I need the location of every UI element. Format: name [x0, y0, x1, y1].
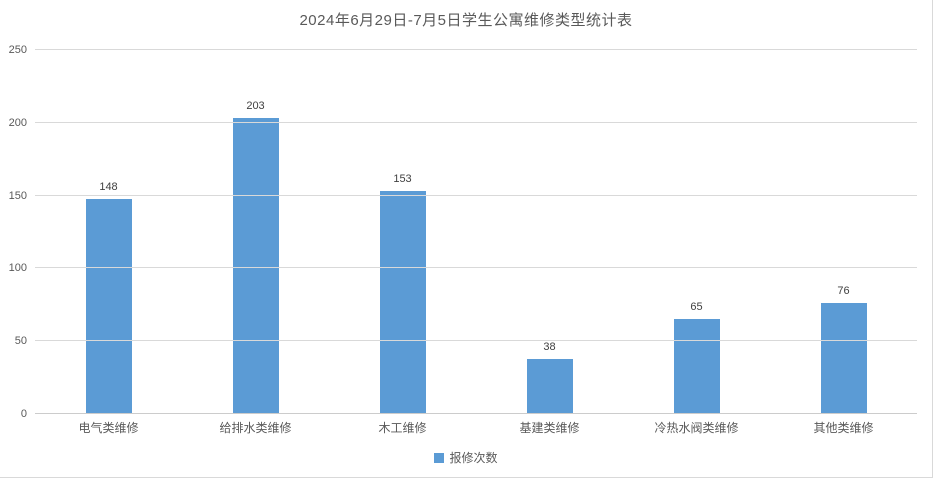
bar-给排水类维修[interactable]: 203: [232, 100, 279, 414]
bar-基建类维修[interactable]: 38: [526, 341, 573, 414]
bars-row: 148 203 153 38 65 76: [35, 50, 917, 414]
chart-title: 2024年6月29日-7月5日学生公寓维修类型统计表: [299, 12, 633, 29]
legend[interactable]: 报修次数: [0, 449, 932, 466]
x-tick-label: 木工维修: [378, 421, 427, 435]
bar-木工维修[interactable]: 153: [379, 173, 426, 414]
bar-slot: 148: [35, 50, 182, 414]
legend-label: 报修次数: [449, 451, 498, 465]
gridline: [35, 267, 917, 269]
gridline: [35, 194, 917, 196]
x-axis-line: [35, 413, 917, 414]
y-tick-label: 200: [8, 116, 27, 129]
y-tick-label: 150: [8, 189, 27, 202]
bar-value-label: 153: [393, 173, 412, 186]
bar-value-label: 148: [99, 180, 118, 193]
x-tick-label: 其他类维修: [813, 421, 874, 435]
gridline: [35, 121, 917, 123]
x-tick-label: 冷热水阀类维修: [654, 421, 739, 435]
y-tick-label: 0: [20, 408, 27, 420]
x-axis-labels: 电气类维修 给排水类维修 木工维修 基建类维修 冷热水阀类维修 其他类维修: [35, 419, 917, 436]
y-tick-label: 50: [14, 335, 27, 348]
legend-swatch-icon: [434, 452, 445, 463]
x-tick-label: 给排水类维修: [219, 421, 292, 435]
bar-电气类维修[interactable]: 148: [85, 181, 132, 414]
gridline: [35, 49, 917, 50]
bar-slot: 76: [770, 50, 917, 414]
bar-其他类维修[interactable]: 76: [820, 285, 867, 414]
bar-value-label: 203: [246, 100, 265, 113]
y-tick-label: 250: [8, 44, 27, 56]
y-tick-label: 100: [8, 262, 27, 275]
bar-value-label: 38: [543, 340, 556, 353]
bar-slot: 153: [329, 50, 476, 414]
bar-冷热水阀类维修[interactable]: 65: [673, 301, 720, 414]
bar-value-label: 65: [690, 301, 703, 314]
x-tick-label: 电气类维修: [78, 421, 139, 435]
plot-area: 148 203 153 38 65 76 0 50 100 150 200 250: [9, 44, 917, 420]
bar-value-label: 76: [837, 285, 850, 298]
bar-slot: 65: [623, 50, 770, 414]
gridline: [35, 340, 917, 342]
bar-slot: 203: [182, 50, 329, 414]
bar-slot: 38: [476, 50, 623, 414]
x-tick-label: 基建类维修: [519, 421, 580, 435]
